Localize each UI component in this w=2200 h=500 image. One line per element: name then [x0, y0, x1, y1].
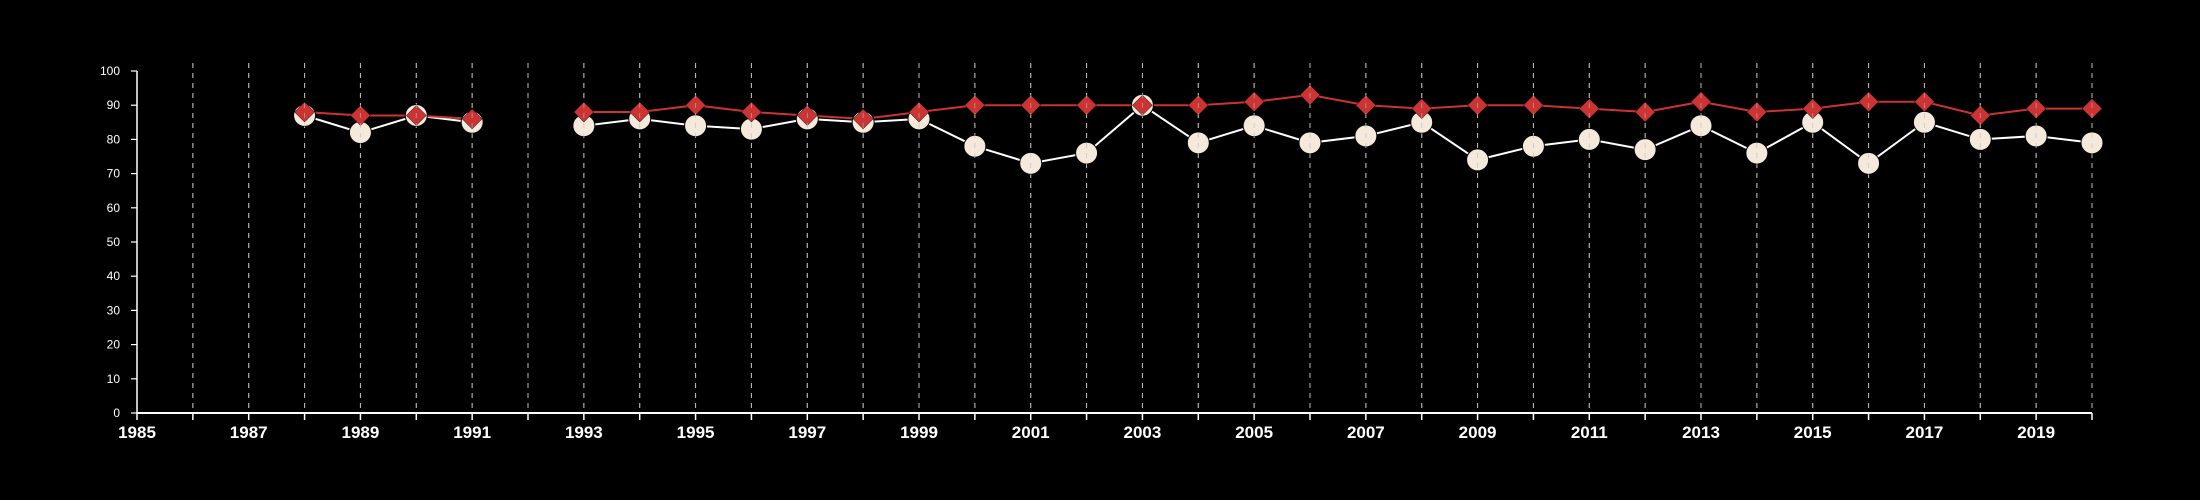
x-tick-label-2007: 2007	[1347, 423, 1385, 442]
point-diamond-2019	[2025, 98, 2047, 119]
point-circle-2018	[1968, 127, 1992, 151]
x-tick-label-2019: 2019	[2017, 423, 2055, 442]
point-diamond-2020	[2081, 98, 2103, 119]
point-diamond-1993	[573, 101, 595, 123]
point-diamond-2008	[1411, 98, 1433, 119]
point-diamond-2011	[1578, 98, 1600, 119]
y-tick-label-70: 70	[107, 167, 121, 181]
point-diamond-2015	[1802, 98, 1824, 119]
series-circle-line-1	[583, 103, 2093, 165]
x-tick-label-1989: 1989	[342, 423, 380, 442]
series-diamond-line-1	[583, 93, 2092, 120]
x-tick-label-2003: 2003	[1124, 423, 1162, 442]
x-tick-label-2011: 2011	[1571, 423, 1608, 442]
x-tick-label-2017: 2017	[1906, 423, 1944, 442]
series-layer	[192, 63, 2104, 413]
x-tick-label-2013: 2013	[1682, 423, 1720, 442]
x-tick-label-1997: 1997	[788, 423, 826, 442]
point-diamond-2005	[1243, 91, 1265, 113]
point-diamond-2014	[1746, 101, 1768, 123]
y-tick-label-50: 50	[107, 235, 121, 249]
point-diamond-2017	[1914, 91, 1935, 113]
series-circle-line-0	[304, 114, 473, 134]
y-tick-label-40: 40	[107, 269, 121, 283]
point-diamond-2016	[1858, 91, 1879, 113]
point-diamond-2013	[1690, 91, 1712, 113]
x-tick-label-1999: 1999	[900, 423, 938, 442]
y-tick-label-60: 60	[107, 201, 121, 215]
point-circle-2011	[1577, 127, 1601, 151]
x-tick-label-1987: 1987	[230, 423, 268, 442]
axes: 0 10 20 30 40 50 60 70 80 90 100 1985 1987 1989 1991 19…	[100, 64, 2093, 442]
x-tick-label-1993: 1993	[565, 423, 603, 442]
point-diamond-1996	[741, 101, 762, 123]
point-diamond-2012	[1634, 101, 1656, 123]
x-tick-label-1995: 1995	[677, 423, 715, 442]
point-diamond-1991	[461, 108, 483, 130]
y-tick-label-10: 10	[107, 372, 121, 386]
point-diamond-1999	[908, 101, 930, 123]
y-tick-label-0: 0	[113, 406, 120, 420]
x-tick-label-2005: 2005	[1235, 423, 1273, 442]
point-circle-2012	[1633, 138, 1657, 162]
point-diamond-1994	[629, 101, 651, 123]
series-diamond-line-0	[304, 111, 473, 120]
x-tick-label-1985: 1985	[118, 423, 156, 442]
y-tick-label-100: 100	[100, 64, 120, 78]
y-tick-label-20: 20	[107, 338, 121, 352]
x-tick-label-2009: 2009	[1459, 423, 1497, 442]
y-tick-label-80: 80	[107, 132, 121, 146]
x-tick-label-1991: 1991	[453, 423, 491, 442]
point-circle-2009	[1466, 148, 1490, 172]
y-tick-label-30: 30	[107, 303, 121, 317]
point-diamond-1988	[294, 101, 315, 123]
x-tick-label-2001: 2001	[1012, 423, 1050, 442]
y-tick-label-90: 90	[107, 98, 121, 112]
x-tick-label-2015: 2015	[1794, 423, 1832, 442]
point-diamond-1998	[852, 108, 874, 130]
